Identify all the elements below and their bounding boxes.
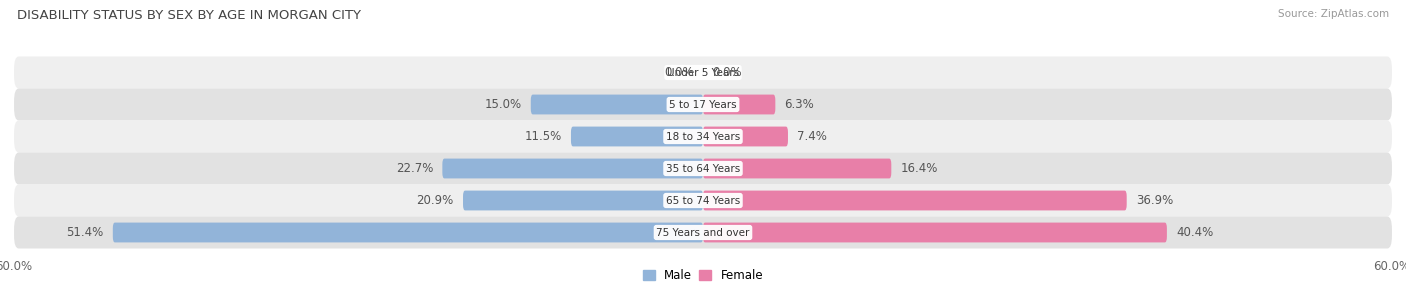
- FancyBboxPatch shape: [703, 159, 891, 178]
- FancyBboxPatch shape: [703, 127, 787, 146]
- Text: Under 5 Years: Under 5 Years: [666, 67, 740, 77]
- FancyBboxPatch shape: [463, 191, 703, 210]
- Text: 65 to 74 Years: 65 to 74 Years: [666, 196, 740, 206]
- Text: Source: ZipAtlas.com: Source: ZipAtlas.com: [1278, 9, 1389, 19]
- FancyBboxPatch shape: [14, 217, 1392, 249]
- Text: 22.7%: 22.7%: [396, 162, 433, 175]
- Text: 0.0%: 0.0%: [664, 66, 693, 79]
- Text: 18 to 34 Years: 18 to 34 Years: [666, 131, 740, 142]
- Text: 7.4%: 7.4%: [797, 130, 827, 143]
- FancyBboxPatch shape: [703, 223, 1167, 242]
- Text: 35 to 64 Years: 35 to 64 Years: [666, 163, 740, 174]
- Text: 5 to 17 Years: 5 to 17 Years: [669, 99, 737, 109]
- FancyBboxPatch shape: [531, 95, 703, 114]
- FancyBboxPatch shape: [14, 56, 1392, 88]
- FancyBboxPatch shape: [703, 95, 775, 114]
- Text: DISABILITY STATUS BY SEX BY AGE IN MORGAN CITY: DISABILITY STATUS BY SEX BY AGE IN MORGA…: [17, 9, 361, 22]
- FancyBboxPatch shape: [14, 88, 1392, 120]
- Text: 11.5%: 11.5%: [524, 130, 562, 143]
- Text: 75 Years and over: 75 Years and over: [657, 228, 749, 238]
- FancyBboxPatch shape: [443, 159, 703, 178]
- Text: 0.0%: 0.0%: [713, 66, 742, 79]
- Text: 20.9%: 20.9%: [416, 194, 454, 207]
- Text: 51.4%: 51.4%: [66, 226, 104, 239]
- Text: 40.4%: 40.4%: [1175, 226, 1213, 239]
- Text: 16.4%: 16.4%: [900, 162, 938, 175]
- Text: 15.0%: 15.0%: [485, 98, 522, 111]
- FancyBboxPatch shape: [112, 223, 703, 242]
- Legend: Male, Female: Male, Female: [638, 265, 768, 287]
- Text: 36.9%: 36.9%: [1136, 194, 1173, 207]
- FancyBboxPatch shape: [14, 185, 1392, 217]
- FancyBboxPatch shape: [14, 152, 1392, 185]
- FancyBboxPatch shape: [14, 120, 1392, 152]
- Text: 6.3%: 6.3%: [785, 98, 814, 111]
- FancyBboxPatch shape: [571, 127, 703, 146]
- FancyBboxPatch shape: [703, 191, 1126, 210]
